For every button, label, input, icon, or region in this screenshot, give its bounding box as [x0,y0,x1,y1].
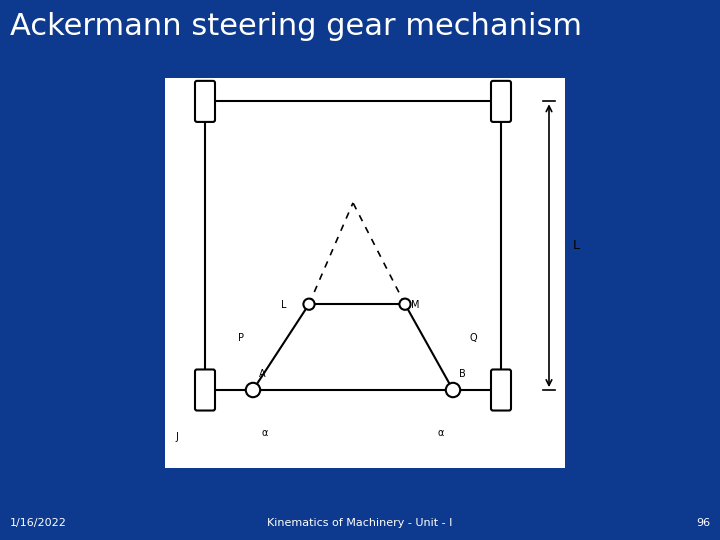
Text: A: A [259,368,266,379]
Text: Q: Q [469,333,477,343]
Text: L: L [573,239,580,252]
Polygon shape [165,78,565,468]
Text: J: J [176,432,179,442]
Circle shape [400,299,410,310]
Text: α: α [262,428,268,438]
Text: L: L [281,300,287,310]
Circle shape [446,383,460,397]
Text: B: B [459,368,466,379]
FancyBboxPatch shape [195,369,215,410]
Circle shape [246,383,260,397]
Text: P: P [238,333,244,343]
Text: 1/16/2022: 1/16/2022 [10,518,67,528]
Text: Ackermann steering gear mechanism: Ackermann steering gear mechanism [10,12,582,41]
Text: α: α [438,428,444,438]
Text: M: M [411,300,420,310]
FancyBboxPatch shape [491,81,511,122]
Circle shape [303,299,315,310]
FancyBboxPatch shape [195,81,215,122]
FancyBboxPatch shape [491,369,511,410]
Text: Kinematics of Machinery - Unit - I: Kinematics of Machinery - Unit - I [267,518,453,528]
Text: 96: 96 [696,518,710,528]
